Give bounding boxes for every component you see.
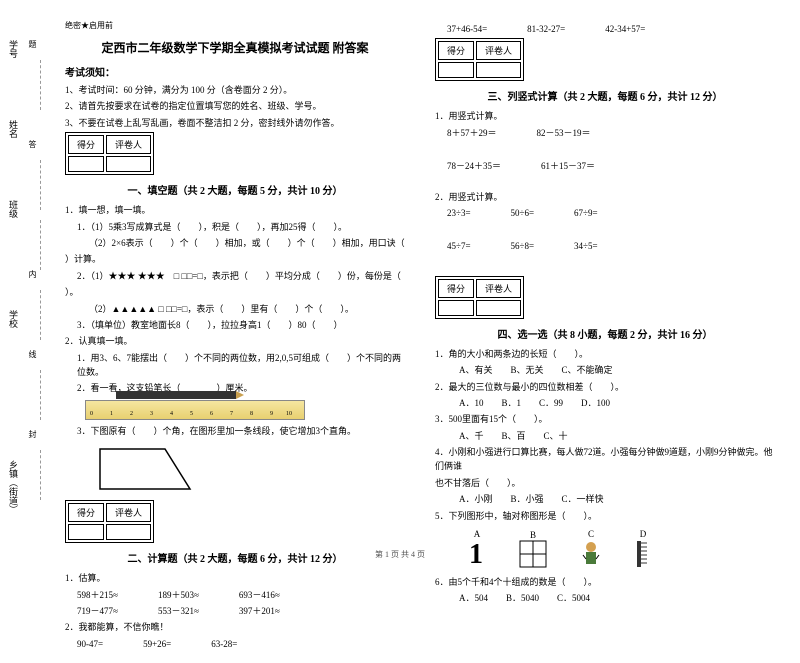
seal-line bbox=[40, 290, 41, 340]
section3-title: 三、列竖式计算（共 2 大题，每题 6 分，共计 12 分） bbox=[435, 88, 775, 103]
q-opts: A．504 B．5040 C．5004 bbox=[435, 591, 775, 605]
q-text: 1．（1）5乘3写成算式是（ ），积是（ ），再加25得（ ）。 bbox=[65, 220, 405, 234]
q-text: 也不甘落后（ ）。 bbox=[435, 476, 775, 490]
score-cell: 评卷人 bbox=[106, 503, 151, 522]
score-cell: 评卷人 bbox=[476, 41, 521, 60]
q-opts: A、有关 B、无关 C、不能确定 bbox=[435, 363, 775, 377]
notice-item: 2、请首先按要求在试卷的指定位置填写您的姓名、班级、学号。 bbox=[65, 99, 405, 113]
sidebar-label: 班级 bbox=[7, 200, 20, 218]
seal-line bbox=[40, 450, 41, 500]
notice-item: 3、不要在试卷上乱写乱画，卷面不整洁扣 2 分，密封线外请勿作答。 bbox=[65, 116, 405, 130]
q-text: 3．500里面有15个（ ）。 bbox=[435, 412, 775, 426]
section4-title: 四、选一选（共 8 小题，每题 2 分，共计 16 分） bbox=[435, 326, 775, 341]
q-text: 5．下列图形中，轴对称图形是（ ）。 bbox=[435, 509, 775, 523]
exam-title: 定西市二年级数学下学期全真模拟考试试题 附答案 bbox=[65, 39, 405, 56]
seal-line bbox=[40, 220, 41, 270]
calc-row: 719－477≈ 553－321≈ 397＋201≈ bbox=[65, 604, 405, 618]
seal-mark: 封 bbox=[27, 430, 38, 438]
q-text: 2．最大的三位数与最小的四位数相差（ ）。 bbox=[435, 380, 775, 394]
q-text: 1．用竖式计算。 bbox=[435, 109, 775, 123]
q-text: 2．认真填一填。 bbox=[65, 334, 405, 348]
q-text: 3．下图原有（ ）个角，在图形里加一条线段，使它增加3个直角。 bbox=[65, 424, 405, 438]
score-cell: 得分 bbox=[68, 503, 104, 522]
score-cell: 得分 bbox=[438, 279, 474, 298]
score-table: 得分 评卷人 bbox=[435, 276, 524, 319]
score-cell: 得分 bbox=[68, 135, 104, 154]
binding-sidebar: 学号 姓名 班级 学校 乡镇（街道） 题 答 内 线 封 bbox=[5, 20, 45, 540]
sidebar-label: 乡镇（街道） bbox=[7, 460, 20, 514]
q-text: 2．用竖式计算。 bbox=[435, 190, 775, 204]
notice-item: 1、考试时间：60 分钟，满分为 100 分（含卷面分 2 分）。 bbox=[65, 83, 405, 97]
sidebar-label: 姓名 bbox=[7, 120, 20, 138]
score-cell: 得分 bbox=[438, 41, 474, 60]
page-footer: 第 1 页 共 4 页 bbox=[0, 549, 800, 560]
calc-row: 598＋215≈ 189＋503≈ 693－416≈ bbox=[65, 588, 405, 602]
trapezoid-figure bbox=[95, 444, 195, 494]
q-text: 2．我都能算，不信你瞧！ bbox=[65, 620, 405, 634]
q-text: 1．角的大小和两条边的长短（ ）。 bbox=[435, 347, 775, 361]
score-cell: 评卷人 bbox=[476, 279, 521, 298]
q-text: 1．估算。 bbox=[65, 571, 405, 585]
q-text: 1．填一想，填一填。 bbox=[65, 203, 405, 217]
seal-mark: 内 bbox=[27, 270, 38, 278]
calc-row: 37+46-54= 81-32-27= 42-34+57= bbox=[435, 22, 775, 36]
calc-row: 78－24＋35＝ 61＋15－37＝ bbox=[435, 159, 775, 173]
q-text: （2）▲▲▲▲▲ □ □□=□，表示（ ）里有（ ）个（ ）。 bbox=[65, 302, 405, 316]
seal-line bbox=[40, 370, 41, 420]
score-table: 得分 评卷人 bbox=[435, 38, 524, 81]
pencil-icon bbox=[116, 391, 236, 399]
seal-mark: 题 bbox=[27, 40, 38, 48]
q-text: 1．用3、6、7能摆出（ ）个不同的两位数，用2,0,5可组成（ ）个不同的两位… bbox=[65, 351, 405, 380]
confidential-label: 绝密★启用前 bbox=[65, 20, 405, 31]
calc-row: 23÷3= 50÷6= 67÷9= bbox=[435, 206, 775, 220]
q-text: ）。 bbox=[65, 285, 405, 299]
q-text: 2．（1）★★★ ★★★ □ □□=□，表示把（ ）平均分成（ ）份，每份是（ bbox=[65, 269, 405, 283]
seal-line bbox=[40, 60, 41, 110]
q-opts: A．10 B．1 C．99 D．100 bbox=[435, 396, 775, 410]
notice-title: 考试须知： bbox=[65, 64, 405, 79]
seal-mark: 线 bbox=[27, 350, 38, 358]
score-table: 得分 评卷人 bbox=[65, 132, 154, 175]
sidebar-label: 学号 bbox=[7, 40, 20, 58]
section1-title: 一、填空题（共 2 大题，每题 5 分，共计 10 分） bbox=[65, 182, 405, 197]
score-cell: 评卷人 bbox=[106, 135, 151, 154]
score-table: 得分 评卷人 bbox=[65, 500, 154, 543]
calc-row: 45÷7= 56÷8= 34÷5= bbox=[435, 239, 775, 253]
ruler-figure: 0 1 2 3 4 5 6 7 8 9 10 bbox=[85, 400, 305, 420]
q-opts: A、千 B、百 C、十 bbox=[435, 429, 775, 443]
q-text: 4．小刚和小强进行口算比赛，每人做72道。小强每分钟做9道题，小刚9分钟做完。他… bbox=[435, 445, 775, 474]
q-opts: A．小刚 B．小强 C．一样快 bbox=[435, 492, 775, 506]
q-text: 3．（填单位）教室地面长8（ ），拉拉身高1（ ）80（ ） bbox=[65, 318, 405, 332]
q-text: （2）2×6表示（ ）个（ ）相加，或（ ）个（ ）相加，用口诀（ bbox=[65, 236, 405, 250]
seal-mark: 答 bbox=[27, 140, 38, 148]
calc-row: 90-47= 59+26= 63-28= bbox=[65, 637, 405, 651]
seal-line bbox=[40, 160, 41, 210]
q-text: 6．由5个千和4个十组成的数是（ ）。 bbox=[435, 575, 775, 589]
sidebar-label: 学校 bbox=[7, 310, 20, 328]
calc-row: 8＋57＋29＝ 82－53－19＝ bbox=[435, 126, 775, 140]
q-text: ）计算。 bbox=[65, 252, 405, 266]
